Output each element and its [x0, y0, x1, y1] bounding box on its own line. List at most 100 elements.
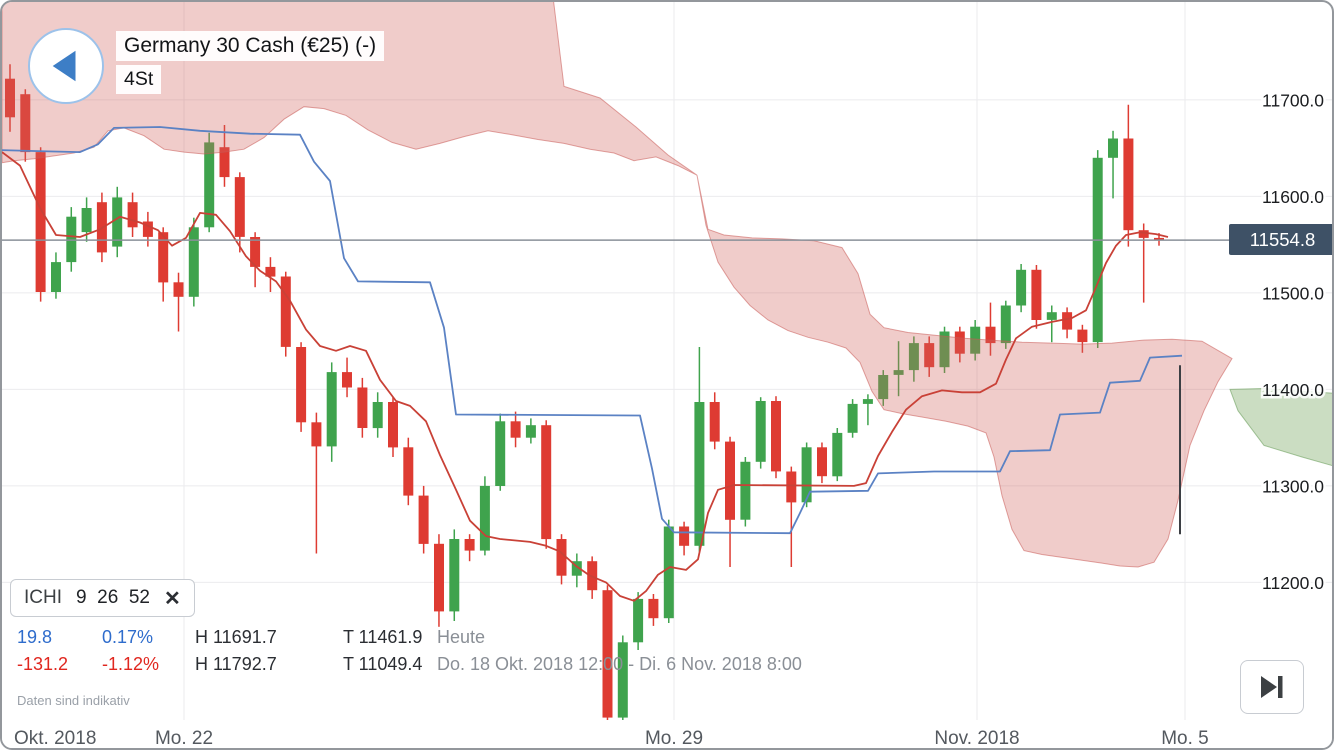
- x-axis-label: Okt. 2018: [14, 728, 96, 749]
- candle-body: [20, 94, 31, 153]
- candle-body: [219, 147, 230, 178]
- candle-body: [679, 526, 690, 546]
- candle-body: [403, 447, 414, 496]
- candle-body: [112, 197, 123, 247]
- candle-body: [525, 425, 536, 438]
- candle-body: [755, 401, 766, 462]
- period-change-pct: -1.12%: [102, 654, 160, 674]
- candle-body: [204, 142, 215, 228]
- candle-body: [5, 78, 15, 118]
- today-change: 19.8: [17, 627, 53, 647]
- candle-body: [694, 402, 705, 546]
- candle-body: [648, 598, 659, 619]
- candle-body: [970, 326, 981, 354]
- y-axis-label: 11700.0: [1262, 90, 1324, 110]
- period-high: H 11792.7: [195, 654, 277, 674]
- back-arrow-icon: [52, 50, 76, 82]
- candle-body: [142, 221, 153, 237]
- interval-label[interactable]: 4St: [116, 65, 162, 94]
- candle-body: [893, 370, 904, 375]
- x-axis-label: Nov. 2018: [934, 728, 1019, 749]
- candle-body: [725, 441, 735, 520]
- candle-body: [801, 447, 812, 503]
- candle-body: [510, 421, 521, 438]
- instrument-title: Germany 30 Cash (€25) (-): [116, 31, 385, 61]
- candle-body: [449, 539, 460, 612]
- candle-body: [1077, 329, 1088, 343]
- candle-body: [1092, 157, 1103, 343]
- candle-body: [51, 262, 61, 292]
- today-range-label: Heute: [437, 627, 486, 647]
- back-button[interactable]: [28, 28, 104, 104]
- y-axis-label: 11200.0: [1262, 573, 1324, 593]
- candle-body: [832, 432, 843, 477]
- candle-body: [35, 152, 46, 292]
- candle-body: [924, 343, 935, 368]
- candle-body: [556, 539, 567, 576]
- skip-to-latest-button[interactable]: [1240, 660, 1304, 714]
- x-axis-label: Mo. 29: [645, 728, 703, 749]
- candle-body: [265, 266, 276, 277]
- tenkan-line: [2, 151, 1169, 602]
- candle-body: [1016, 269, 1027, 306]
- candle-body: [234, 177, 245, 237]
- candle-body: [771, 401, 781, 472]
- candle-body: [817, 447, 827, 477]
- candle-body: [326, 372, 337, 447]
- indicator-params: 9 26 52: [76, 587, 150, 608]
- candle-body: [280, 276, 291, 347]
- x-axis-label: Mo. 22: [155, 728, 213, 749]
- y-axis-label: 11300.0: [1262, 476, 1324, 496]
- candle-body: [908, 343, 919, 371]
- candle-body: [571, 561, 582, 576]
- period-change: -131.2: [17, 654, 69, 674]
- disclaimer-text: Daten sind indikativ: [17, 693, 130, 708]
- period-low: T 11049.4: [343, 654, 423, 674]
- candle-body: [954, 331, 965, 354]
- stats-panel: 19.8 0.17% H 11691.7 T 11461.9 Heute -13…: [17, 627, 937, 689]
- period-range-label: Do. 18 Okt. 2018 12:00 - Di. 6 Nov. 2018…: [437, 654, 802, 674]
- candle-body: [709, 402, 720, 442]
- skip-to-end-icon: [1261, 676, 1283, 698]
- candle-body: [602, 590, 613, 718]
- candle-body: [372, 402, 383, 429]
- candle-body: [495, 421, 506, 486]
- candle-body: [1031, 269, 1042, 320]
- indicator-chip[interactable]: ICHI 9 26 52 ✕: [10, 579, 195, 617]
- candle-body: [250, 237, 261, 267]
- y-axis-label: 11500.0: [1262, 283, 1324, 303]
- candle-body: [388, 402, 398, 448]
- candle-body: [878, 375, 889, 400]
- candle-body: [1062, 312, 1073, 330]
- cloud-bear-region: [696, 175, 1233, 568]
- today-high: H 11691.7: [195, 627, 277, 647]
- today-low: T 11461.9: [343, 627, 423, 647]
- cloud-bear-region: [2, 2, 698, 176]
- candle-body: [188, 227, 199, 297]
- candle-body: [464, 539, 475, 551]
- candle-body: [939, 331, 950, 368]
- candle-body: [342, 372, 352, 388]
- candle-body: [617, 642, 628, 718]
- y-axis-label: 11400.0: [1262, 380, 1324, 400]
- candle-body: [81, 208, 92, 233]
- cloud-bull-region: [1229, 387, 1332, 466]
- candle-body: [479, 485, 490, 551]
- candle-body: [847, 403, 858, 433]
- candle-body: [1154, 237, 1164, 240]
- candle-body: [434, 543, 444, 612]
- x-axis-label: Mo. 5: [1161, 728, 1209, 749]
- candle-body: [862, 399, 873, 404]
- candle-body: [158, 232, 169, 283]
- candle-body: [985, 326, 996, 344]
- indicator-name: ICHI: [24, 587, 62, 608]
- current-price-badge: 11554.8: [1229, 224, 1332, 255]
- ichimoku-cloud: [2, 2, 1332, 568]
- candle-body: [541, 425, 552, 540]
- candle-body: [633, 598, 644, 643]
- today-change-pct: 0.17%: [102, 627, 154, 647]
- indicator-close-icon[interactable]: ✕: [163, 587, 181, 610]
- kijun-line: [2, 126, 1183, 535]
- candle-body: [418, 495, 429, 544]
